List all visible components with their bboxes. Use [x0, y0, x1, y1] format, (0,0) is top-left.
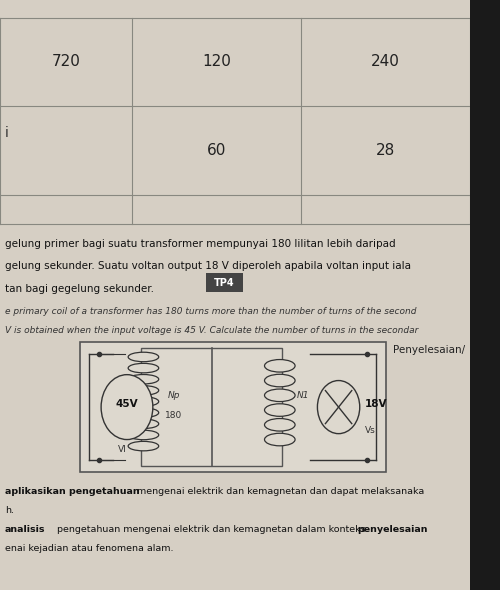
Text: 45V: 45V	[116, 399, 138, 409]
Text: 720: 720	[52, 54, 80, 70]
Text: 28: 28	[376, 143, 395, 158]
Text: enai kejadian atau fenomena alam.: enai kejadian atau fenomena alam.	[4, 544, 173, 553]
Ellipse shape	[264, 433, 295, 446]
Text: V is obtained when the input voltage is 45 V. Calculate the number of turns in t: V is obtained when the input voltage is …	[4, 326, 418, 335]
Text: Vs: Vs	[364, 426, 375, 435]
Text: i: i	[4, 126, 8, 140]
Text: N1: N1	[297, 391, 310, 400]
Text: gelung primer bagi suatu transformer mempunyai 180 lilitan lebih daripad: gelung primer bagi suatu transformer mem…	[4, 239, 396, 249]
Ellipse shape	[128, 419, 158, 428]
Ellipse shape	[264, 404, 295, 417]
Text: 240: 240	[371, 54, 400, 70]
Ellipse shape	[264, 389, 295, 402]
Circle shape	[101, 375, 153, 440]
Text: aplikasikan pengetahuan: aplikasikan pengetahuan	[4, 487, 140, 496]
Ellipse shape	[128, 430, 158, 440]
Ellipse shape	[128, 397, 158, 407]
Text: gelung sekunder. Suatu voltan output 18 V diperoleh apabila voltan input iala: gelung sekunder. Suatu voltan output 18 …	[4, 261, 410, 271]
Text: 120: 120	[202, 54, 231, 70]
Ellipse shape	[128, 386, 158, 395]
Text: mengenai elektrik dan kemagnetan dan dapat melaksanaka: mengenai elektrik dan kemagnetan dan dap…	[134, 487, 424, 496]
Text: Penyelesaian/: Penyelesaian/	[394, 345, 466, 355]
Text: h.: h.	[4, 506, 14, 514]
FancyBboxPatch shape	[0, 0, 470, 590]
Text: pengetahuan mengenai elektrik dan kemagnetan dalam konteks: pengetahuan mengenai elektrik dan kemagn…	[54, 525, 368, 534]
FancyBboxPatch shape	[141, 348, 282, 466]
Text: tan bagi gegelung sekunder.: tan bagi gegelung sekunder.	[4, 284, 154, 294]
Text: analisis: analisis	[4, 525, 45, 534]
Ellipse shape	[264, 374, 295, 387]
FancyBboxPatch shape	[206, 273, 243, 292]
Text: TP4: TP4	[214, 278, 234, 287]
Ellipse shape	[128, 441, 158, 451]
Text: 60: 60	[206, 143, 226, 158]
FancyBboxPatch shape	[80, 342, 386, 472]
Ellipse shape	[128, 375, 158, 384]
Text: Np: Np	[168, 391, 180, 400]
Ellipse shape	[264, 418, 295, 431]
Ellipse shape	[128, 363, 158, 373]
Text: 180: 180	[166, 411, 182, 421]
Ellipse shape	[128, 408, 158, 417]
Text: e primary coil of a transformer has 180 turns more than the number of turns of t: e primary coil of a transformer has 180 …	[4, 307, 416, 316]
Text: 18V: 18V	[364, 399, 387, 409]
Ellipse shape	[264, 359, 295, 372]
Circle shape	[318, 381, 360, 434]
Text: penyelesaian: penyelesaian	[358, 525, 428, 534]
Ellipse shape	[128, 352, 158, 362]
Text: Vl: Vl	[118, 445, 126, 454]
